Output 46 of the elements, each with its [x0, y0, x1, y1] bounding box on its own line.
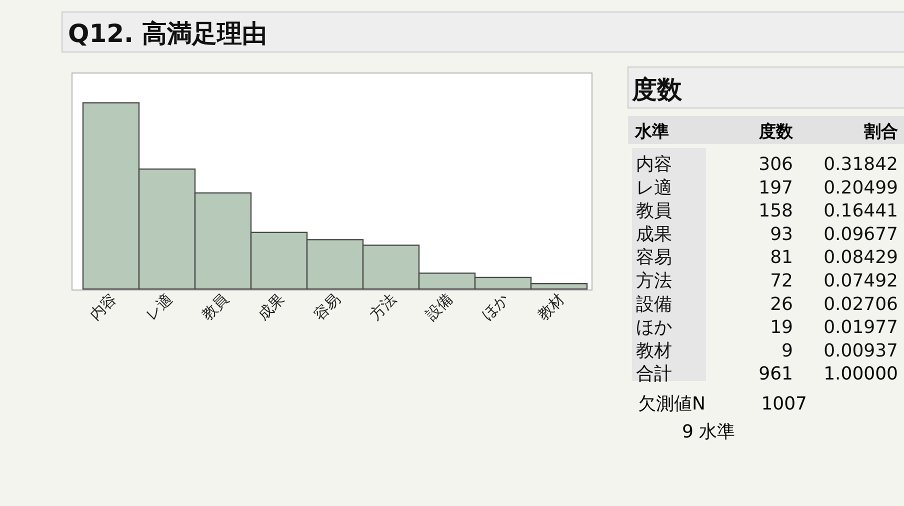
text: 欠測値N — [638, 394, 706, 415]
x-tick-label: 方法 — [366, 290, 400, 324]
text: 0.02706 — [824, 294, 898, 315]
text: 0.20499 — [824, 177, 898, 198]
text: 1.00000 — [824, 364, 898, 385]
text: 割合 — [863, 122, 898, 142]
category-label: 容易 — [636, 247, 672, 268]
text: 0.00937 — [824, 340, 898, 362]
x-tick-label: 教員 — [198, 290, 232, 324]
text: 合計 — [636, 364, 672, 385]
text: 0.08429 — [824, 247, 898, 268]
category-label: 方法 — [636, 270, 672, 292]
text: 9 — [782, 340, 793, 362]
category-label: ほか — [636, 317, 672, 338]
text: 度数 — [758, 122, 794, 142]
text: 0.01977 — [824, 317, 898, 338]
text: 26 — [770, 294, 793, 315]
x-tick-label: 成果 — [254, 290, 288, 324]
text: 81 — [770, 247, 793, 268]
text: 93 — [770, 224, 793, 245]
text: 水準 — [634, 122, 669, 142]
category-label: 教材 — [636, 340, 672, 362]
category-label: 内容 — [636, 154, 672, 175]
text: 0.31842 — [824, 154, 898, 175]
text: 1007 — [761, 394, 807, 415]
text: 72 — [770, 270, 793, 292]
text: 度数 — [631, 75, 683, 104]
x-tick-label: 教材 — [534, 290, 568, 324]
text: 197 — [758, 177, 793, 198]
x-tick-label: レ適 — [142, 290, 176, 324]
x-tick-label: 内容 — [86, 290, 120, 324]
chart-title: Q12. 高満足理由 — [68, 19, 268, 48]
text: 19 — [770, 317, 793, 338]
category-label: 成果 — [636, 224, 672, 245]
text: 0.16441 — [824, 200, 898, 222]
category-label: 教員 — [636, 200, 672, 222]
text: 9 水準 — [682, 422, 736, 443]
text: 306 — [758, 154, 793, 175]
x-tick-label: 設備 — [422, 290, 456, 324]
text: 0.07492 — [824, 270, 898, 292]
x-tick-label: 容易 — [310, 290, 344, 324]
category-label: レ適 — [636, 177, 672, 198]
text: 0.09677 — [824, 224, 898, 245]
text: 158 — [758, 200, 793, 222]
text: 961 — [758, 364, 793, 385]
x-tick-label: ほか — [478, 290, 512, 324]
